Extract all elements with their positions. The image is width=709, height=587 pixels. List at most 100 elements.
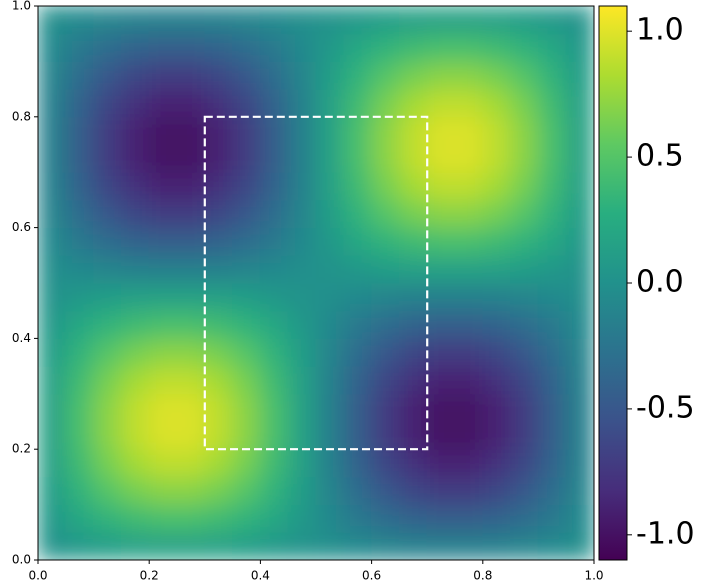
heat-cell <box>482 227 512 256</box>
heat-cell <box>65 254 95 284</box>
heat-cell <box>510 60 539 90</box>
heat-cell <box>482 144 512 173</box>
heat-cell <box>232 6 261 35</box>
heat-cell <box>204 448 234 478</box>
heat-cell <box>287 144 317 173</box>
heat-cell <box>176 337 206 367</box>
heat-cell <box>398 227 428 256</box>
heat-cell <box>371 531 400 560</box>
heat-cell <box>454 421 484 450</box>
heat-cell <box>93 282 122 312</box>
heat-cell <box>232 504 261 533</box>
heat-cell <box>343 227 373 256</box>
heat-cell <box>259 60 289 90</box>
heat-cell <box>176 33 206 62</box>
heat-cell <box>287 310 317 339</box>
heat-cell <box>38 337 67 367</box>
heat-cell <box>398 448 428 478</box>
y-tick-label: 0.2 <box>12 442 31 456</box>
heat-cell <box>120 531 150 560</box>
heat-cell <box>65 448 95 478</box>
x-tick-label: 0.6 <box>362 569 381 583</box>
heat-cell <box>176 171 206 201</box>
heat-cell <box>398 199 428 229</box>
heat-cell <box>398 393 428 422</box>
heat-cell <box>259 88 289 118</box>
heat-cell <box>65 227 95 256</box>
heat-cell <box>343 88 373 118</box>
heat-cell <box>315 448 345 478</box>
heat-cell <box>426 282 456 312</box>
heat-cell <box>232 199 261 229</box>
heat-cell <box>148 199 178 229</box>
heat-cell <box>510 421 539 450</box>
heat-cell <box>454 88 484 118</box>
heat-cell <box>148 310 178 339</box>
heat-cell <box>454 504 484 533</box>
heat-cell <box>482 116 512 145</box>
heat-cell <box>454 199 484 229</box>
heat-cell <box>176 476 206 506</box>
heat-cell <box>565 227 594 256</box>
heat-cell <box>287 448 317 478</box>
heat-cell <box>287 531 317 560</box>
heat-cell <box>565 254 594 284</box>
heat-cell <box>176 227 206 256</box>
heat-cell <box>315 504 345 533</box>
heat-cell <box>38 504 67 533</box>
heat-cell <box>482 33 512 62</box>
heat-cell <box>537 504 567 533</box>
heat-cell <box>371 6 400 35</box>
x-tick-label: 0.0 <box>28 569 47 583</box>
heat-cell <box>65 144 95 173</box>
heat-cell <box>148 337 178 367</box>
heat-cell <box>259 171 289 201</box>
heat-cell <box>38 254 67 284</box>
heat-cell <box>482 393 512 422</box>
heat-cell <box>426 476 456 506</box>
heat-cell <box>287 254 317 284</box>
heat-cell <box>371 144 400 173</box>
heat-cell <box>287 337 317 367</box>
heat-cell <box>565 448 594 478</box>
heatmap <box>38 6 594 560</box>
heat-cell <box>398 6 428 35</box>
heat-cell <box>120 6 150 35</box>
heat-cell <box>510 310 539 339</box>
heat-cell <box>343 116 373 145</box>
heat-cell <box>537 531 567 560</box>
heat-cell <box>232 448 261 478</box>
heat-cell <box>343 199 373 229</box>
heat-cell <box>482 88 512 118</box>
heat-cell <box>120 448 150 478</box>
heat-cell <box>204 282 234 312</box>
heat-cell <box>398 88 428 118</box>
heat-cell <box>537 33 567 62</box>
heat-cell <box>259 476 289 506</box>
heat-cell <box>232 310 261 339</box>
heat-cell <box>482 254 512 284</box>
heat-cell <box>510 33 539 62</box>
heat-cell <box>176 393 206 422</box>
heat-cell <box>371 227 400 256</box>
heat-cell <box>315 282 345 312</box>
heat-cell <box>38 282 67 312</box>
heat-cell <box>482 282 512 312</box>
heat-cell <box>454 531 484 560</box>
heat-cell <box>565 33 594 62</box>
heat-cell <box>120 504 150 533</box>
heat-cell <box>259 116 289 145</box>
heat-cell <box>38 365 67 395</box>
heat-cell <box>65 531 95 560</box>
heat-cell <box>510 476 539 506</box>
heat-cell <box>120 88 150 118</box>
heat-cell <box>565 310 594 339</box>
heat-cell <box>565 282 594 312</box>
heat-cell <box>315 199 345 229</box>
colorbar-tick-label: 0.5 <box>636 139 684 174</box>
heat-cell <box>343 476 373 506</box>
heat-cell <box>426 365 456 395</box>
heat-cell <box>259 6 289 35</box>
heat-cell <box>176 282 206 312</box>
heat-cell <box>398 171 428 201</box>
